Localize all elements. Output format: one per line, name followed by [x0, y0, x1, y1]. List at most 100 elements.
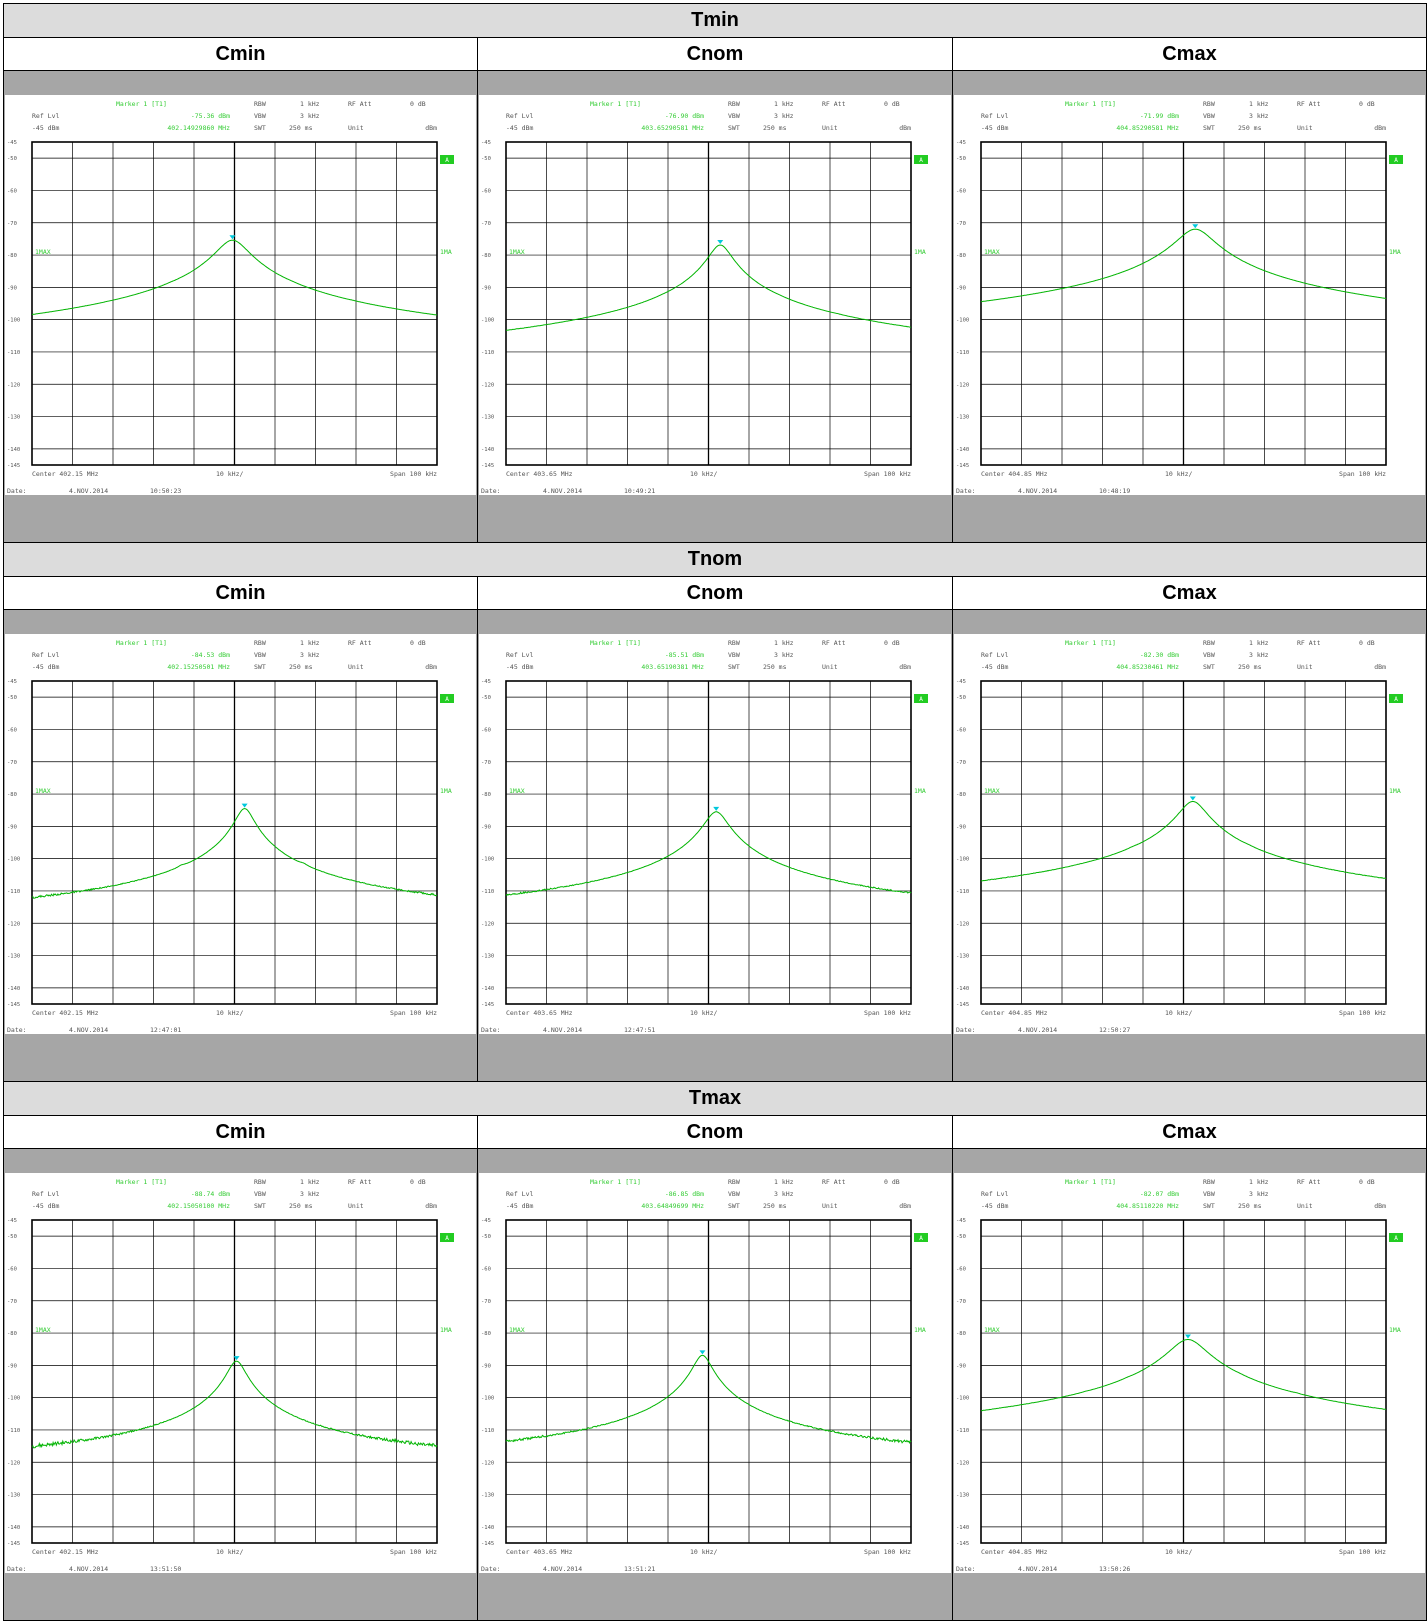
y-tick-label: -100	[7, 1396, 20, 1402]
cap-header-cmax: Cmax	[951, 1115, 1427, 1149]
y-tick-label: -145	[956, 1002, 969, 1008]
span-label: Span 100 kHz	[390, 1548, 437, 1556]
y-tick-label: -100	[481, 857, 494, 863]
swt-value: 250 ms	[1238, 663, 1262, 671]
trace-label-left: 1MAX	[509, 1326, 525, 1334]
y-tick-label: -130	[956, 954, 969, 960]
y-tick-label: -45	[956, 679, 966, 685]
unit-label: Unit	[1297, 1202, 1313, 1210]
rfatt-value: 0 dB	[884, 1178, 900, 1186]
y-tick-label: -120	[7, 382, 20, 388]
span-label: Span 100 kHz	[864, 1009, 911, 1017]
time-value: 10:48:19	[1099, 487, 1130, 495]
trace-label-left: 1MAX	[35, 248, 51, 256]
y-tick-label: -120	[481, 1460, 494, 1466]
ref-level-value: -45 dBm	[32, 124, 59, 132]
swt-label: SWT	[728, 663, 740, 671]
swt-label: SWT	[728, 124, 740, 132]
span-label: Span 100 kHz	[864, 1548, 911, 1556]
date-value: 4.NOV.2014	[69, 1565, 108, 1573]
date-value: 4.NOV.2014	[1018, 487, 1057, 495]
swt-label: SWT	[254, 663, 266, 671]
a-badge: A	[1394, 696, 1398, 703]
marker-title: Marker 1 [T1]	[1065, 100, 1116, 108]
a-badge-bg	[913, 1233, 928, 1242]
y-tick-label: -90	[7, 1363, 17, 1369]
spectrum-trace	[505, 811, 912, 897]
spectrum-trace	[980, 1339, 1387, 1412]
center-frequency: Center 402.15 MHz	[32, 1548, 99, 1556]
rbw-value: 1 kHz	[1249, 1178, 1269, 1186]
y-tick-label: -80	[956, 253, 966, 259]
x-division: 10 kHz/	[216, 1548, 243, 1556]
center-frequency: Center 403.65 MHz	[506, 470, 573, 478]
center-frequency: Center 403.65 MHz	[506, 1009, 573, 1017]
y-tick-label: -90	[481, 824, 491, 830]
y-tick-label: -60	[7, 1266, 17, 1272]
y-tick-label: -140	[956, 1525, 969, 1531]
cap-header-cnom: Cnom	[476, 576, 953, 610]
rfatt-value: 0 dB	[884, 100, 900, 108]
y-tick-label: -70	[7, 760, 17, 766]
swt-value: 250 ms	[1238, 1202, 1262, 1210]
rbw-value: 1 kHz	[774, 1178, 794, 1186]
y-tick-label: -110	[481, 350, 494, 356]
unit-value: dBm	[1374, 663, 1386, 671]
span-label: Span 100 kHz	[390, 470, 437, 478]
y-tick-label: -80	[481, 792, 491, 798]
trace-label-right: 1MA	[914, 787, 926, 795]
date-value: 4.NOV.2014	[69, 1026, 108, 1034]
unit-value: dBm	[425, 663, 437, 671]
time-value: 10:50:23	[150, 487, 181, 495]
rbw-label: RBW	[1203, 1178, 1215, 1186]
swt-label: SWT	[1203, 1202, 1215, 1210]
swt-label: SWT	[254, 1202, 266, 1210]
peak-marker	[1189, 796, 1196, 801]
rbw-value: 1 kHz	[300, 639, 320, 647]
ref-level-label: Ref Lvl	[981, 651, 1008, 659]
date-value: 4.NOV.2014	[1018, 1565, 1057, 1573]
y-tick-label: -120	[956, 1460, 969, 1466]
marker-frequency: 403.65290581 MHz	[641, 124, 704, 132]
trace-label-right: 1MA	[1389, 787, 1401, 795]
y-tick-label: -120	[956, 382, 969, 388]
rbw-label: RBW	[728, 100, 740, 108]
spectrum-plot-tmax-cnom: Marker 1 [T1] RBW 1 kHz RF Att 0 dB Ref Lvl -8…	[478, 1173, 951, 1573]
y-tick-label: -110	[7, 889, 20, 895]
y-tick-label: -110	[956, 1428, 969, 1434]
y-tick-label: -80	[7, 792, 17, 798]
ref-level-value: -45 dBm	[506, 124, 533, 132]
a-badge-bg	[913, 155, 928, 164]
plot-cell: Marker 1 [T1] RBW 1 kHz RF Att 0 dB Ref Lvl -7…	[951, 70, 1427, 543]
vbw-label: VBW	[728, 651, 740, 659]
y-tick-label: -130	[481, 415, 494, 421]
y-tick-label: -145	[956, 1541, 969, 1547]
marker-title: Marker 1 [T1]	[590, 639, 641, 647]
y-tick-label: -100	[481, 318, 494, 324]
rfatt-label: RF Att	[348, 1178, 372, 1186]
y-tick-label: -45	[7, 140, 17, 146]
y-tick-label: -145	[7, 1541, 20, 1547]
vbw-value: 3 kHz	[1249, 1190, 1269, 1198]
time-value: 12:47:01	[150, 1026, 181, 1034]
ref-level-value: -45 dBm	[32, 1202, 59, 1210]
y-tick-label: -60	[481, 1266, 491, 1272]
y-tick-label: -50	[956, 1234, 966, 1240]
a-badge-bg	[1388, 1233, 1403, 1242]
y-tick-label: -45	[481, 1218, 491, 1224]
marker-level: -85.51 dBm	[665, 651, 704, 659]
a-badge: A	[445, 696, 449, 703]
y-tick-label: -80	[7, 253, 17, 259]
y-tick-label: -50	[956, 156, 966, 162]
instrument-screen	[953, 634, 1425, 1034]
center-frequency: Center 404.85 MHz	[981, 1009, 1048, 1017]
trace-label-right: 1MA	[1389, 1326, 1401, 1334]
unit-value: dBm	[1374, 124, 1386, 132]
vbw-label: VBW	[728, 1190, 740, 1198]
marker-level: -75.36 dBm	[191, 112, 230, 120]
y-tick-label: -80	[481, 253, 491, 259]
y-tick-label: -90	[956, 285, 966, 291]
y-tick-label: -130	[7, 1493, 20, 1499]
rbw-label: RBW	[254, 1178, 266, 1186]
trace-label-left: 1MAX	[35, 787, 51, 795]
